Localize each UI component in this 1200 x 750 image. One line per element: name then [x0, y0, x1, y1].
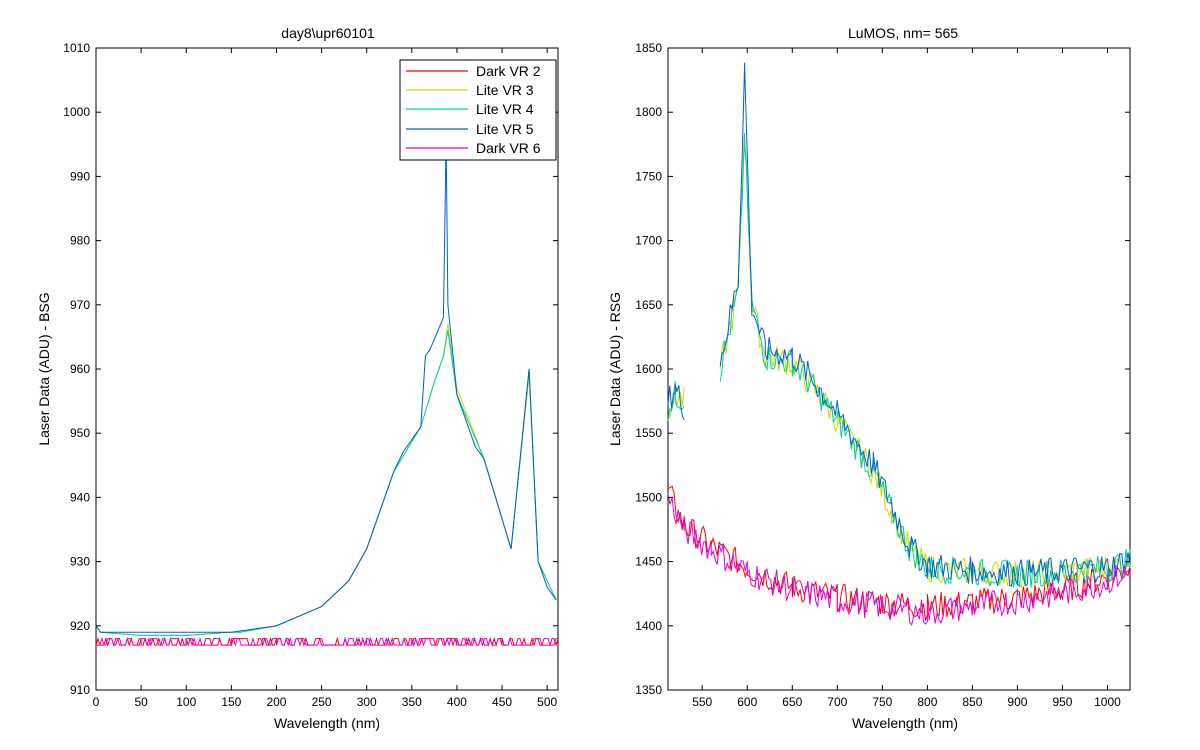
left-x-axis-label: Wavelength (nm)	[274, 715, 380, 731]
left-y-tick-label: 940	[70, 490, 90, 504]
right-y-tick-label: 1850	[635, 41, 662, 55]
left-y-tick-label: 1010	[63, 41, 90, 55]
left-x-tick-label: 300	[357, 695, 377, 709]
left-x-tick-label: 350	[402, 695, 422, 709]
right-x-tick-label: 950	[1052, 695, 1072, 709]
right-y-tick-label: 1800	[635, 105, 662, 119]
left-x-tick-label: 50	[134, 695, 148, 709]
right-y-tick-label: 1400	[635, 619, 662, 633]
right-series-line	[667, 485, 1131, 621]
right-y-tick-label: 1500	[635, 490, 662, 504]
left-ticks-group: 0 50 100 150 200 250 300 350 400 450 500 910 920 930 9…	[63, 41, 558, 709]
legend-entry: Dark VR 6	[406, 140, 541, 156]
right-y-tick-label: 1600	[635, 362, 662, 376]
right-y-tick-label: 1450	[635, 555, 662, 569]
left-y-tick-label: 970	[70, 298, 90, 312]
right-x-tick-label: 600	[737, 695, 757, 709]
left-x-tick-label: 250	[312, 695, 332, 709]
left-series-line	[95, 137, 557, 633]
legend-entry: Lite VR 3	[406, 82, 534, 98]
right-x-tick-label: 1000	[1094, 695, 1121, 709]
legend-box	[399, 59, 557, 161]
left-chart-title: day8\upr60101	[281, 25, 375, 41]
right-y-axis-label: Laser Data (ADU) - RSG	[607, 292, 623, 446]
legend-entry: Lite VR 4	[406, 101, 534, 117]
right-x-tick-label: 800	[917, 695, 937, 709]
left-x-tick-label: 400	[447, 695, 467, 709]
right-x-tick-label: 650	[782, 695, 802, 709]
right-axes-box	[667, 47, 1131, 691]
right-x-tick-label: 750	[872, 695, 892, 709]
legend-label: Dark VR 2	[476, 63, 541, 79]
legend-label: Lite VR 5	[476, 121, 534, 137]
left-y-tick-label: 980	[70, 234, 90, 248]
right-y-tick-label: 1350	[635, 683, 662, 697]
right-y-tick-label: 1550	[635, 426, 662, 440]
left-x-tick-label: 450	[492, 695, 512, 709]
right-series-line	[667, 493, 1131, 626]
left-y-axis-label: Laser Data (ADU) - BSG	[36, 292, 52, 445]
right-y-tick-label: 1700	[635, 234, 662, 248]
right-panel: LuMOS, nm= 565 550 600 650 700 750 800 850 900 9…	[607, 25, 1131, 731]
left-x-tick-label: 200	[266, 695, 286, 709]
left-series-line	[96, 636, 558, 647]
right-x-tick-label: 900	[1007, 695, 1027, 709]
left-y-tick-label: 920	[70, 619, 90, 633]
left-y-tick-label: 910	[70, 683, 90, 697]
legend-label: Lite VR 4	[476, 101, 534, 117]
right-x-tick-label: 550	[692, 695, 712, 709]
right-series-group	[667, 62, 1131, 626]
left-series-group	[95, 137, 559, 647]
right-series-line	[667, 62, 1131, 587]
left-x-tick-label: 500	[537, 695, 557, 709]
legend-label: Lite VR 3	[476, 82, 534, 98]
left-y-tick-label: 990	[70, 169, 90, 183]
right-chart-title: LuMOS, nm= 565	[848, 25, 958, 41]
legend-entry: Dark VR 2	[406, 63, 541, 79]
left-x-tick-label: 0	[93, 695, 100, 709]
right-ticks-group: 550 600 650 700 750 800 850 900 950 1000 1350 1400 1…	[635, 41, 1130, 709]
left-y-tick-label: 1000	[63, 105, 90, 119]
left-y-tick-label: 950	[70, 426, 90, 440]
right-x-tick-label: 700	[827, 695, 847, 709]
right-y-tick-label: 1750	[635, 169, 662, 183]
left-y-tick-label: 930	[70, 555, 90, 569]
left-y-tick-label: 960	[70, 362, 90, 376]
legend-label: Dark VR 6	[476, 140, 541, 156]
legend-entry: Lite VR 5	[406, 121, 534, 137]
right-y-tick-label: 1650	[635, 298, 662, 312]
legend: Dark VR 2 Lite VR 3 Lite VR 4 Lite VR 5 …	[399, 59, 557, 161]
left-x-tick-label: 100	[176, 695, 196, 709]
left-x-tick-label: 150	[221, 695, 241, 709]
right-x-axis-label: Wavelength (nm)	[852, 715, 958, 731]
right-x-tick-label: 850	[962, 695, 982, 709]
left-panel: day8\upr60101 0 50 100 150 200 250 300 350 400 45…	[36, 25, 559, 731]
